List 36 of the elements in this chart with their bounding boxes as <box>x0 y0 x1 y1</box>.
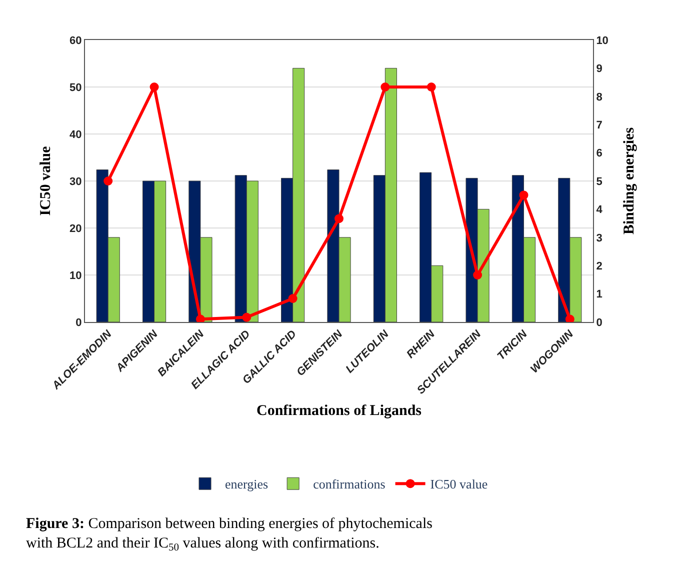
y2-tick-label: 10 <box>596 34 608 47</box>
point <box>196 314 205 322</box>
y2-tick-label: 3 <box>596 232 602 244</box>
x-axis-title: Confirmations of Ligands <box>256 402 422 419</box>
y-tick-label: 10 <box>70 270 82 282</box>
point <box>380 82 390 92</box>
y2-tick-label: 9 <box>596 63 602 76</box>
y-tick-label: 30 <box>70 176 82 188</box>
y-tick-label: 40 <box>70 128 82 141</box>
y2-tick-label: 6 <box>596 148 602 160</box>
y2-tick-label: 0 <box>596 316 602 329</box>
y2-tick-label: 7 <box>596 119 602 132</box>
point <box>519 190 528 200</box>
point <box>473 270 482 280</box>
legend-label: IC50 value <box>430 476 488 492</box>
y2-axis-title: Binding energies <box>621 127 638 235</box>
y-tick-label: 0 <box>76 316 82 329</box>
point <box>426 82 436 92</box>
y2-tick-label: 4 <box>596 204 604 216</box>
y2-tick-label: 8 <box>596 91 602 104</box>
point <box>565 314 574 322</box>
y-tick-label: 20 <box>70 222 82 235</box>
legend-label: energies <box>225 476 268 492</box>
point <box>334 214 344 224</box>
y2-tick-label: 5 <box>596 176 602 188</box>
y-tick-label: 60 <box>70 34 82 47</box>
y2-tick-label: 2 <box>596 260 602 272</box>
point <box>150 82 159 92</box>
y-tick-label: 50 <box>70 82 82 94</box>
point <box>104 176 113 186</box>
point <box>242 312 252 322</box>
caption: Figure 3: Comparison between binding energies of phytochemicals with BCL2 and their IC$_{50}$ values along with confirmations. <box>26 516 433 554</box>
y2-tick-label: 1 <box>596 288 602 301</box>
point <box>288 294 298 303</box>
y-axis-title: IC50 value <box>38 146 54 216</box>
legend-label: confirmations <box>313 476 386 492</box>
